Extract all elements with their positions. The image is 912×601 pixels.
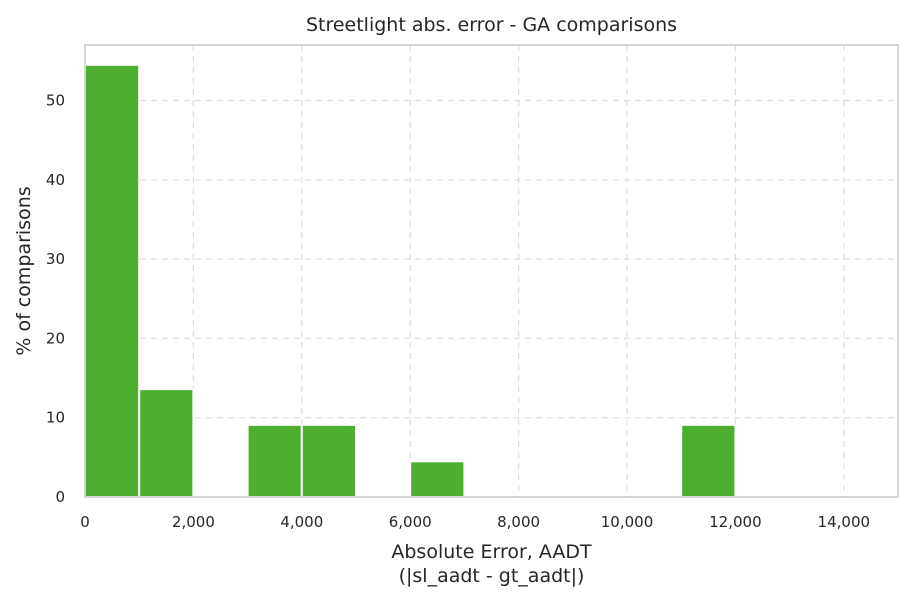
y-tick-label: 50: [46, 92, 65, 110]
bars: [84, 63, 737, 499]
y-tick-label: 0: [55, 488, 65, 506]
y-axis-title: % of comparisons: [13, 186, 35, 355]
x-tick-label: 14,000: [818, 513, 871, 531]
histogram-bar: [409, 460, 466, 499]
x-tick-label: 4,000: [280, 513, 323, 531]
x-axis-title: Absolute Error, AADT: [391, 541, 592, 563]
chart-title: Streetlight abs. error - GA comparisons: [306, 14, 677, 36]
x-tick-labels: 0 2,000 4,000 6,000 8,000 10,000 12,000 14,000: [80, 513, 870, 531]
histogram-bar: [680, 423, 737, 498]
histogram-bar: [138, 388, 195, 498]
y-tick-label: 10: [46, 409, 65, 427]
y-tick-labels: 0 10 20 30 40 50: [46, 92, 65, 506]
x-tick-label: 12,000: [709, 513, 762, 531]
x-tick-label: 0: [80, 513, 90, 531]
histogram-bar: [84, 63, 141, 499]
x-tick-label: 8,000: [497, 513, 540, 531]
histogram-bar: [300, 423, 357, 498]
x-axis-subtitle: (|sl_aadt - gt_aadt|): [399, 565, 585, 587]
plot-frame: [84, 44, 899, 498]
grid-lines: [85, 45, 898, 497]
y-tick-label: 30: [46, 250, 65, 268]
x-tick-label: 6,000: [389, 513, 432, 531]
x-tick-label: 2,000: [172, 513, 215, 531]
y-tick-label: 20: [46, 329, 65, 347]
x-tick-label: 10,000: [601, 513, 654, 531]
histogram-bar: [246, 423, 303, 498]
y-tick-label: 40: [46, 171, 65, 189]
